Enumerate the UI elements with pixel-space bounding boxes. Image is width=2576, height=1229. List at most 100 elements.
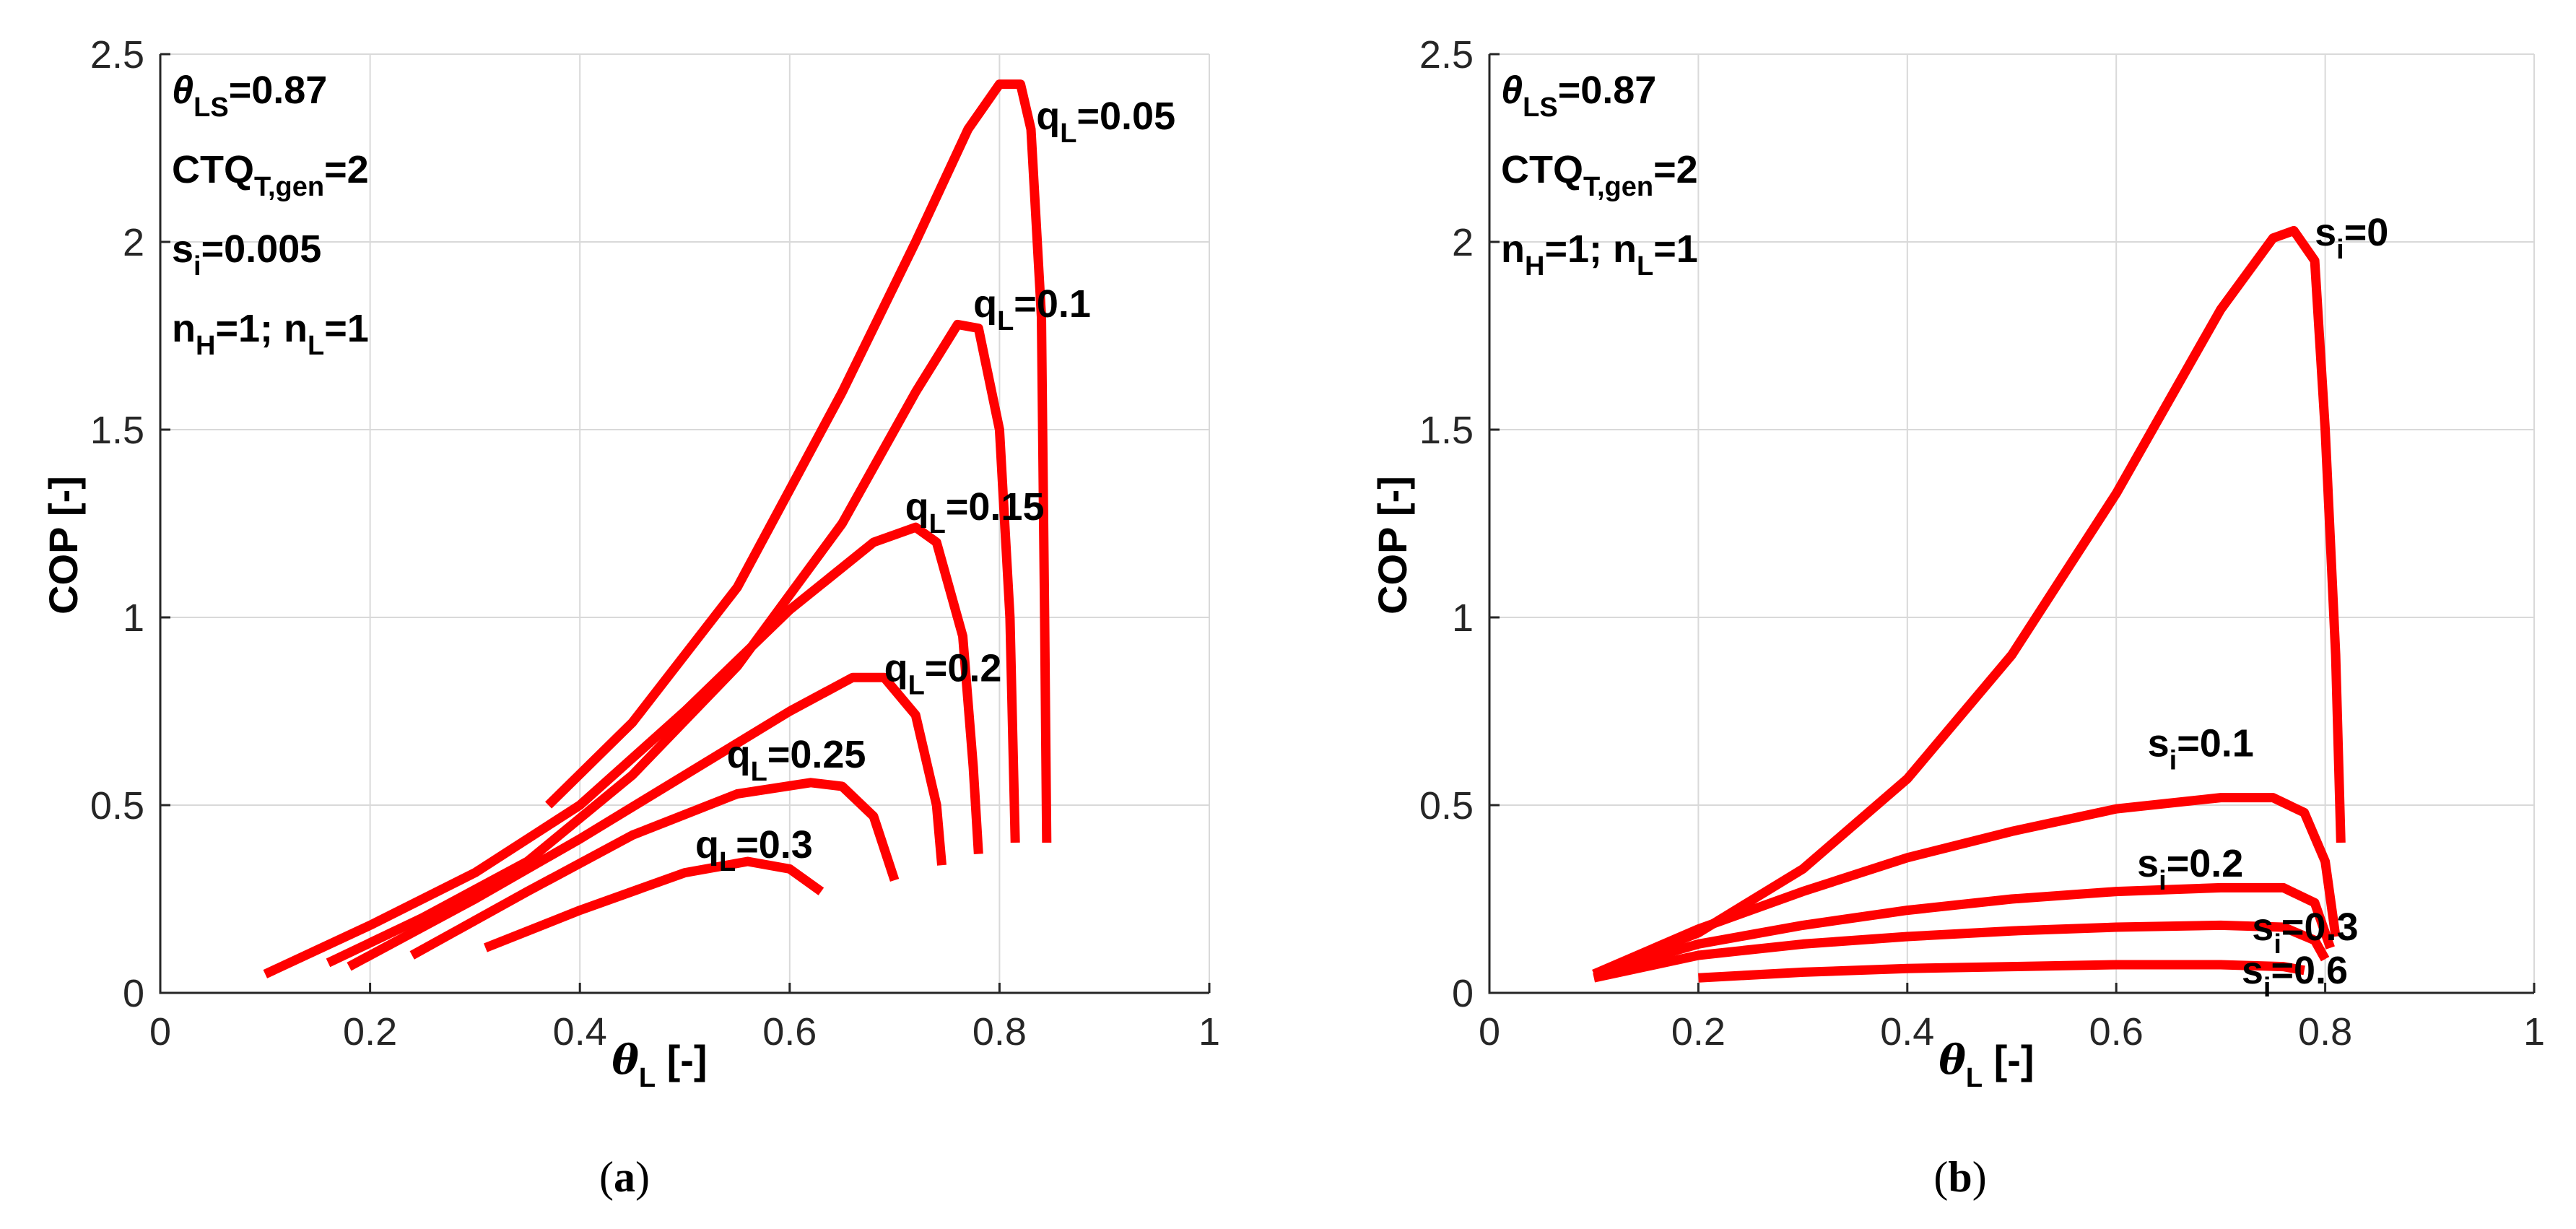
x-axis-label-unit: [-]	[1983, 1037, 2035, 1082]
parameter-sub-1: T,gen	[254, 172, 324, 202]
parameter-sub-1: LS	[1523, 92, 1558, 123]
x-axis-label-unit: [-]	[656, 1037, 708, 1082]
series-label-part-2: =0.25	[767, 733, 866, 776]
x-axis-label-sub: L	[639, 1063, 656, 1093]
series-label-sub-1: L	[1060, 118, 1076, 149]
caption-letter: a	[614, 1153, 635, 1201]
series-label-sub-1: i	[2273, 929, 2281, 960]
series-line	[263, 522, 983, 978]
series-label-sub-1: L	[997, 306, 1014, 336]
y-axis-label: COP [-]	[1370, 476, 1415, 614]
series-label-part-2: =0.6	[2271, 949, 2348, 992]
series-label: si=0.1	[2148, 721, 2254, 776]
x-tick-label: 1	[2523, 1010, 2545, 1054]
parameter-sub-1: H	[196, 331, 215, 361]
series-label-part-0: q	[905, 485, 929, 529]
parameter-text: θLS=0.87	[1501, 69, 1656, 123]
series-label: si=0.6	[2242, 949, 2348, 1003]
series-label-part-0: s	[2242, 949, 2263, 992]
x-tick-label: 0.2	[1671, 1010, 1726, 1054]
parameter-part-0: θ	[172, 69, 193, 112]
parameter-part-2: =0.005	[201, 227, 322, 271]
parameter-part-0: CTQ	[1501, 148, 1583, 191]
parameter-part-0: θ	[1501, 69, 1523, 112]
series-label-part-0: q	[727, 733, 751, 776]
series-label-part-0: q	[884, 646, 908, 690]
series-label-part-2: =0.1	[2177, 721, 2254, 765]
panel-b: 0 0.2 0.4 0.6 0.8 100.511.522.5θL [-]COP [-]θ…	[1370, 33, 2545, 1201]
series-line	[1592, 882, 2335, 979]
caption-letter: b	[1948, 1153, 1972, 1201]
parameter-text: CTQT,gen=2	[1501, 148, 1698, 202]
series-label-part-2: =0	[2344, 211, 2389, 254]
parameter-text: nH=1; nL=1	[172, 307, 369, 361]
series-line	[1593, 920, 2330, 983]
x-tick-label: 0.6	[762, 1010, 817, 1054]
caption-open: (	[599, 1153, 614, 1201]
caption-open: (	[1933, 1153, 1948, 1201]
parameter-sub-3: L	[308, 331, 324, 361]
x-tick-label: 0	[149, 1010, 171, 1054]
series-label-sub-1: i	[2170, 745, 2177, 776]
series-line	[1592, 793, 2341, 978]
series-label: qL=0.2	[884, 646, 1002, 700]
parameter-sub-1: LS	[193, 92, 229, 123]
series-line	[409, 778, 900, 960]
series-label: qL=0.15	[905, 485, 1045, 539]
series-line	[483, 856, 824, 952]
panel-a: 0 0.2 0.4 0.6 0.8 100.511.522.5θL [-]COP [-]θ…	[40, 33, 1220, 1201]
parameter-part-0: s	[172, 227, 193, 271]
x-axis-label-symbol: θ	[1938, 1036, 1966, 1084]
series-line	[326, 319, 1020, 968]
caption-close: )	[635, 1153, 650, 1201]
series-label: qL=0.05	[1036, 95, 1175, 149]
series-label: si=0.3	[2252, 906, 2358, 960]
series-label-sub-1: L	[929, 509, 946, 539]
series-label-sub-1: i	[2336, 235, 2344, 265]
parameter-part-0: n	[172, 307, 196, 350]
series-label-sub-1: i	[2263, 973, 2271, 1003]
parameter-sub-1: i	[193, 251, 201, 282]
panel-caption: (b)	[1933, 1153, 1986, 1201]
y-tick-label: 0.5	[1419, 784, 1474, 828]
x-axis-label-symbol: θ	[612, 1036, 639, 1084]
series-line	[347, 672, 947, 971]
y-tick-label: 0	[1452, 972, 1474, 1015]
series-label-part-0: q	[1036, 95, 1060, 138]
series-label-sub-1: L	[719, 847, 736, 877]
parameter-part-0: CTQ	[172, 148, 254, 191]
series-label-part-2: =0.05	[1076, 95, 1175, 138]
parameter-part-0: n	[1501, 227, 1525, 271]
parameter-text: nH=1; nL=1	[1501, 227, 1698, 282]
series-label-part-2: =0.3	[2281, 906, 2359, 949]
parameter-part-2: =0.87	[229, 69, 328, 112]
parameter-part-2: =2	[1653, 148, 1698, 191]
y-tick-label: 2	[1452, 221, 1474, 264]
series-label-part-0: q	[973, 282, 997, 326]
parameter-sub-3: L	[1637, 251, 1653, 282]
series-label-sub-1: L	[908, 670, 925, 700]
series-label: qL=0.25	[727, 733, 866, 787]
x-tick-label: 0	[1479, 1010, 1500, 1054]
parameter-sub-1: T,gen	[1583, 172, 1653, 202]
y-tick-label: 1	[1452, 596, 1474, 640]
series-label-part-0: s	[2137, 842, 2159, 885]
series-line	[1592, 225, 2346, 979]
parameter-text: θLS=0.87	[172, 69, 327, 123]
series-line	[1698, 960, 2305, 983]
x-tick-label: 0.6	[2089, 1010, 2144, 1054]
panel-caption: (a)	[599, 1153, 650, 1201]
y-tick-label: 0	[123, 972, 144, 1015]
series-line	[545, 79, 1052, 843]
y-axis-label: COP [-]	[40, 476, 86, 614]
series-label-part-0: s	[2252, 906, 2273, 949]
x-tick-label: 1	[1198, 1010, 1220, 1054]
parameter-part-4: =1	[1653, 227, 1698, 271]
series-label: si=0.2	[2137, 842, 2243, 896]
series-label-part-2: =0.1	[1014, 282, 1091, 326]
series-label-sub-1: i	[2159, 866, 2167, 896]
parameter-sub-1: H	[1525, 251, 1544, 282]
y-tick-label: 1.5	[1419, 409, 1474, 452]
y-tick-label: 0.5	[90, 784, 144, 828]
